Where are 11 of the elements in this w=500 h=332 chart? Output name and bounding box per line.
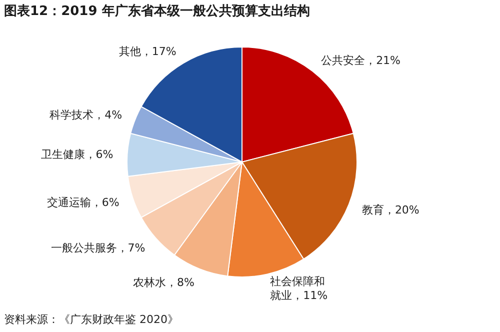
slice-label: 一般公共服务，7% [50, 241, 146, 254]
slice-label: 社会保障和就业，11% [270, 274, 328, 302]
slice-label: 交通运输，6% [46, 196, 120, 209]
slice-label: 公共安全，21% [321, 54, 401, 68]
slice-label: 农林水，8% [133, 276, 195, 289]
slice-label: 科学技术，4% [50, 108, 122, 122]
slice-label: 其他，17% [118, 44, 176, 58]
text: 资料来源：《广东财政年鉴 2020》 [4, 312, 178, 327]
slice-label: 卫生健康，6% [40, 148, 114, 161]
slice-label: 教育，20% [362, 203, 420, 216]
chart-title: 图表12：2019 年广东省本级一般公共预算支出结构 [4, 2, 310, 20]
